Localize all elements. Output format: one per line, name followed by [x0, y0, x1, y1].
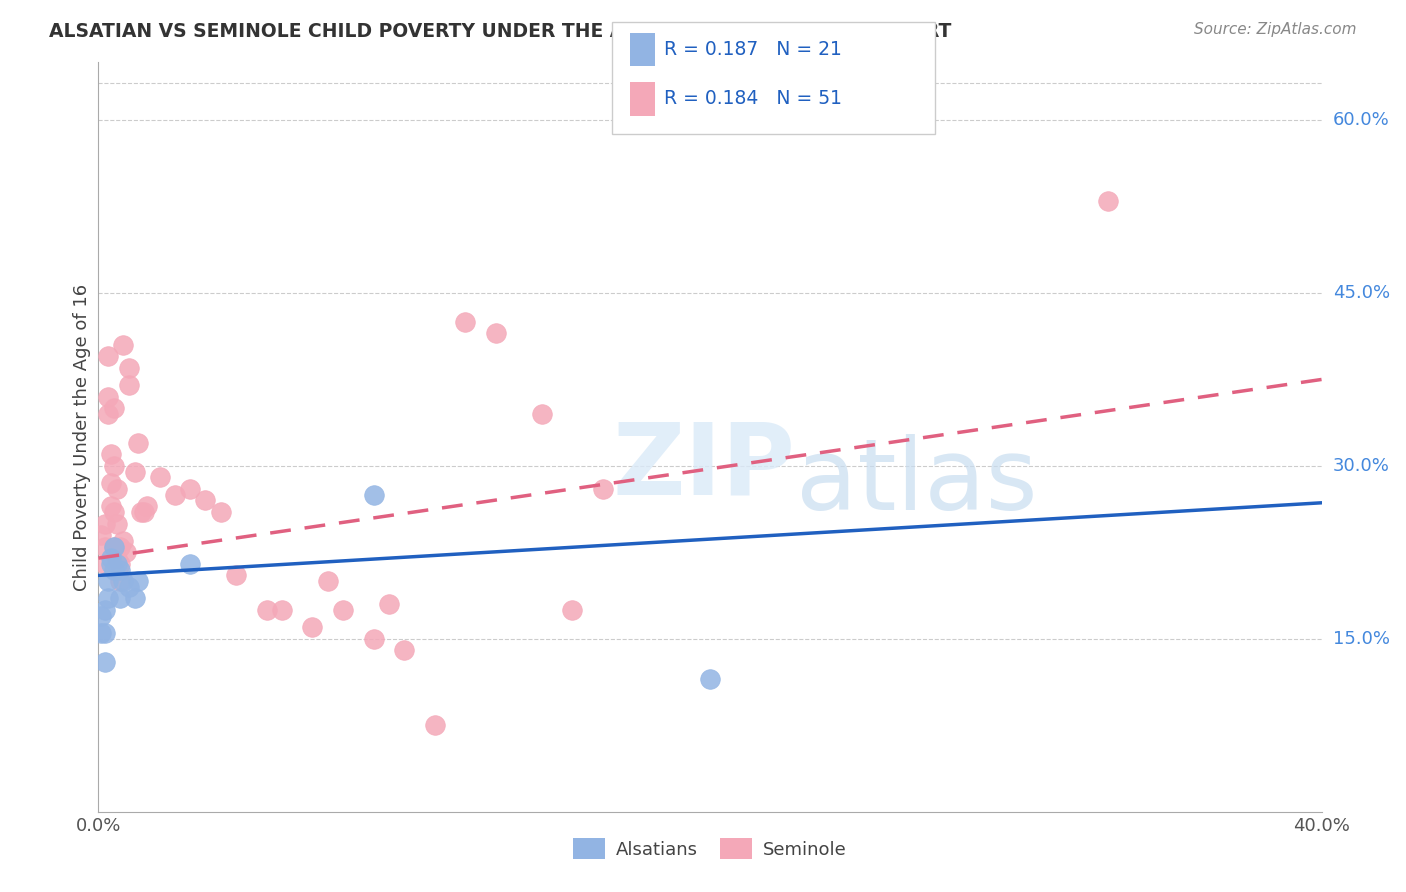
Point [592, 482, 614, 496]
Point [100, 476, 122, 491]
Point [93, 557, 115, 571]
Point [97, 407, 120, 421]
Point [454, 315, 477, 329]
Point [256, 603, 278, 617]
Point [108, 574, 131, 589]
Point [97, 591, 120, 606]
Point [93, 655, 115, 669]
Point [111, 338, 134, 352]
Point [209, 505, 232, 519]
Point [270, 603, 292, 617]
Point [699, 672, 721, 686]
Point [129, 505, 152, 519]
Point [100, 447, 122, 461]
Point [179, 482, 201, 496]
Point [97, 574, 120, 589]
Point [100, 551, 122, 566]
Point [90, 528, 112, 542]
Point [108, 591, 131, 606]
Point [115, 545, 138, 559]
Point [136, 500, 159, 514]
Point [127, 574, 149, 589]
Point [93, 626, 115, 640]
Point [124, 591, 146, 606]
Point [105, 557, 128, 571]
Point [363, 632, 385, 646]
Point [118, 580, 141, 594]
Point [194, 493, 217, 508]
Point [111, 574, 134, 589]
Point [93, 540, 115, 554]
Point [530, 407, 553, 421]
Point [134, 505, 156, 519]
Point [118, 360, 141, 375]
Legend: Alsatians, Seminole: Alsatians, Seminole [565, 831, 855, 866]
Point [301, 620, 323, 634]
Point [423, 718, 446, 732]
Point [105, 482, 128, 496]
Point [1097, 194, 1119, 208]
Text: 45.0%: 45.0% [1333, 284, 1391, 302]
Y-axis label: Child Poverty Under the Age of 16: Child Poverty Under the Age of 16 [73, 284, 91, 591]
Point [149, 470, 172, 484]
Point [105, 551, 128, 566]
Text: 60.0%: 60.0% [1333, 112, 1389, 129]
Text: 30.0%: 30.0% [1333, 457, 1389, 475]
Text: atlas: atlas [796, 434, 1038, 531]
Point [93, 603, 115, 617]
Point [103, 458, 125, 473]
Point [225, 568, 247, 582]
Point [163, 488, 186, 502]
Point [127, 435, 149, 450]
Point [108, 540, 131, 554]
Text: 15.0%: 15.0% [1333, 630, 1389, 648]
Text: ZIP: ZIP [612, 418, 794, 516]
Point [103, 505, 125, 519]
Text: Source: ZipAtlas.com: Source: ZipAtlas.com [1194, 22, 1357, 37]
Point [332, 603, 354, 617]
Point [179, 557, 201, 571]
Point [100, 557, 122, 571]
Text: R = 0.184   N = 51: R = 0.184 N = 51 [664, 89, 842, 108]
Point [90, 608, 112, 623]
Point [118, 378, 141, 392]
Text: R = 0.187   N = 21: R = 0.187 N = 21 [664, 40, 842, 59]
Point [392, 643, 416, 657]
Point [124, 465, 146, 479]
Point [316, 574, 339, 589]
Point [93, 516, 115, 531]
Point [108, 563, 131, 577]
Point [378, 597, 401, 611]
Text: ALSATIAN VS SEMINOLE CHILD POVERTY UNDER THE AGE OF 16 CORRELATION CHART: ALSATIAN VS SEMINOLE CHILD POVERTY UNDER… [49, 22, 952, 41]
Point [108, 557, 131, 571]
Point [111, 533, 134, 548]
Point [90, 626, 112, 640]
Point [100, 500, 122, 514]
Point [103, 540, 125, 554]
Point [97, 390, 120, 404]
Point [97, 350, 120, 364]
Point [103, 563, 125, 577]
Point [485, 326, 508, 341]
Point [105, 516, 128, 531]
Point [103, 540, 125, 554]
Point [561, 603, 583, 617]
Point [363, 488, 385, 502]
Point [103, 401, 125, 416]
